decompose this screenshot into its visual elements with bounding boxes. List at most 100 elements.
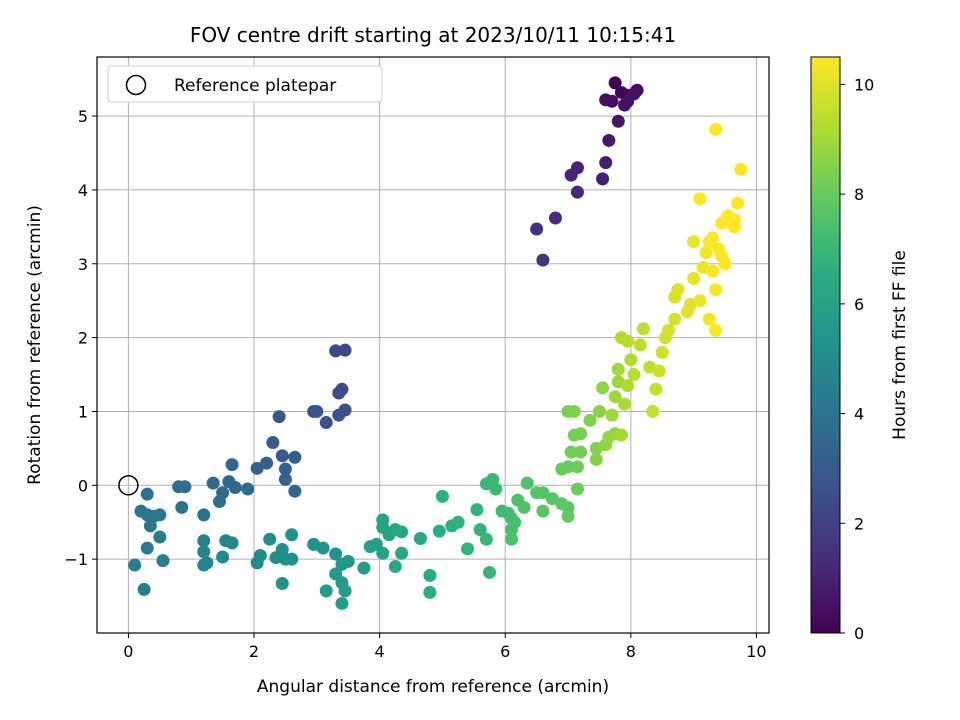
data-point <box>614 428 628 442</box>
data-point <box>413 531 427 545</box>
data-point <box>178 480 192 494</box>
legend: Reference platepar <box>107 65 383 103</box>
data-point <box>652 364 666 378</box>
data-point <box>329 344 343 358</box>
chart-title: FOV centre drift starting at 2023/10/11 … <box>190 23 676 47</box>
data-point <box>197 558 211 572</box>
x-tick-label: 0 <box>123 642 133 661</box>
data-point <box>548 211 562 225</box>
data-point <box>589 452 603 466</box>
data-point <box>288 450 302 464</box>
colorbar-tick-label: 6 <box>854 295 864 314</box>
data-point <box>332 408 346 422</box>
data-point <box>605 408 619 422</box>
data-point <box>228 481 242 495</box>
data-point <box>627 368 641 382</box>
data-point <box>310 404 324 418</box>
y-tick-label: 1 <box>78 402 88 421</box>
data-point <box>517 500 531 514</box>
data-point <box>288 484 302 498</box>
data-point <box>338 343 352 357</box>
data-point <box>709 323 723 337</box>
colorbar-ticks: 0 2 4 6 8 10 <box>840 75 874 643</box>
data-point <box>140 541 154 555</box>
data-point <box>285 528 299 542</box>
data-point <box>709 122 723 136</box>
data-point <box>225 458 239 472</box>
data-point <box>570 482 584 496</box>
y-tick-label: 3 <box>78 255 88 274</box>
data-point <box>319 584 333 598</box>
data-point <box>423 585 437 599</box>
data-point <box>693 192 707 206</box>
y-tick-label: 2 <box>78 329 88 348</box>
colorbar-tick-label: 2 <box>854 514 864 533</box>
data-point <box>470 503 484 517</box>
data-point <box>671 283 685 297</box>
data-point <box>329 547 343 561</box>
data-point <box>137 582 151 596</box>
data-point <box>357 561 371 575</box>
y-tick-label: 4 <box>78 181 88 200</box>
data-point <box>253 548 267 562</box>
data-point <box>564 445 578 459</box>
data-point <box>602 133 616 147</box>
data-point <box>574 427 588 441</box>
data-point <box>611 114 625 128</box>
data-point <box>376 546 390 560</box>
data-point <box>687 272 701 286</box>
data-point <box>592 404 606 418</box>
data-point <box>316 541 330 555</box>
colorbar-tick-label: 0 <box>854 624 864 643</box>
x-axis-ticks: 0 2 4 6 8 10 <box>123 633 767 661</box>
data-points <box>118 76 748 610</box>
y-axis-label: Rotation from reference (arcmin) <box>25 205 45 485</box>
legend-label: Reference platepar <box>174 76 336 96</box>
data-point <box>636 322 650 336</box>
data-point <box>570 185 584 199</box>
x-tick-label: 4 <box>375 642 385 661</box>
colorbar: 0 2 4 6 8 10 Hours from first FF file <box>810 56 910 643</box>
legend-box <box>107 65 383 103</box>
data-point <box>567 404 581 418</box>
data-point <box>197 534 211 548</box>
legend-marker-icon <box>125 74 147 96</box>
data-point <box>536 486 550 500</box>
colorbar-tick-label: 8 <box>854 185 864 204</box>
data-point <box>649 382 663 396</box>
x-tick-label: 2 <box>249 642 259 661</box>
data-point <box>734 162 748 176</box>
data-point <box>570 460 584 474</box>
data-point <box>275 577 289 591</box>
data-point <box>574 445 588 459</box>
data-point <box>479 532 493 546</box>
data-point <box>536 253 550 267</box>
data-point <box>175 500 189 514</box>
data-point <box>423 568 437 582</box>
data-point <box>702 312 716 326</box>
x-tick-label: 10 <box>746 642 766 661</box>
data-point <box>153 508 167 522</box>
data-point <box>702 235 716 249</box>
data-point <box>627 87 641 101</box>
x-tick-label: 6 <box>500 642 510 661</box>
data-point <box>128 558 142 572</box>
data-point <box>693 294 707 308</box>
data-point <box>197 545 211 559</box>
data-point <box>505 523 519 537</box>
data-point <box>140 487 154 501</box>
data-point <box>611 362 625 376</box>
data-point <box>646 404 660 418</box>
data-point <box>278 462 292 476</box>
data-point <box>272 410 286 424</box>
y-tick-label: 5 <box>78 107 88 126</box>
x-tick-label: 8 <box>626 642 636 661</box>
data-point <box>266 435 280 449</box>
data-point <box>668 312 682 326</box>
data-point <box>561 460 575 474</box>
y-tick-label: −1 <box>64 550 88 569</box>
data-point <box>596 172 610 186</box>
data-point <box>705 264 719 278</box>
data-point <box>225 536 239 550</box>
